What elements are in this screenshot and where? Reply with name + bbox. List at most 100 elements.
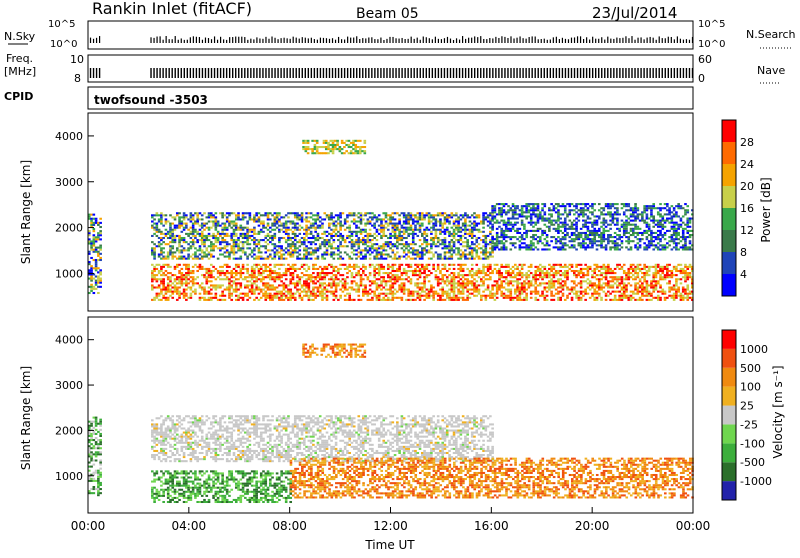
power-cell <box>680 207 683 209</box>
power-cell <box>287 216 290 218</box>
power-cell <box>221 270 224 272</box>
power-cell <box>666 246 669 248</box>
power-cell <box>194 289 197 291</box>
power-cell <box>233 241 236 243</box>
power-cell <box>196 249 199 251</box>
power-cell <box>462 245 465 247</box>
power-cell <box>305 247 308 249</box>
power-cell <box>305 274 308 276</box>
power-cell <box>308 295 311 297</box>
power-cell <box>269 256 272 258</box>
power-cell <box>532 213 535 215</box>
power-cell <box>643 209 646 211</box>
power-cell <box>185 276 188 278</box>
power-cell <box>276 295 279 297</box>
power-cell <box>485 235 488 237</box>
power-cell <box>382 297 385 299</box>
power-cell <box>280 247 283 249</box>
power-cell <box>432 256 435 258</box>
power-cell <box>317 225 320 227</box>
power-cell <box>339 258 342 260</box>
power-cell <box>337 258 340 260</box>
power-cell <box>575 207 578 209</box>
power-cell <box>405 245 408 247</box>
power-cell <box>430 214 433 216</box>
power-cell <box>485 243 488 245</box>
power-cell <box>258 299 261 301</box>
power-cell <box>305 282 308 284</box>
power-cell <box>573 238 576 240</box>
power-cell <box>630 246 633 248</box>
power-cell <box>650 244 653 246</box>
power-cell <box>181 223 184 225</box>
power-cell <box>217 241 220 243</box>
power-cell <box>303 256 306 258</box>
power-cell <box>176 276 179 278</box>
power-cell <box>516 218 519 220</box>
power-cell <box>267 295 270 297</box>
power-cell <box>333 284 336 286</box>
power-cell <box>215 212 218 214</box>
power-cell <box>573 244 576 246</box>
power-cell <box>407 251 410 253</box>
power-cell <box>448 251 451 253</box>
power-cell <box>151 253 154 255</box>
power-cell <box>475 295 478 297</box>
power-cell <box>584 205 587 207</box>
power-cell <box>242 266 245 268</box>
power-cell <box>466 239 469 241</box>
power-cell <box>600 244 603 246</box>
power-cell <box>462 216 465 218</box>
power-cell <box>523 215 526 217</box>
power-cell <box>632 232 635 234</box>
power-cell <box>317 276 320 278</box>
power-cell <box>677 226 680 228</box>
power-cell <box>357 247 360 249</box>
power-cell <box>414 251 417 253</box>
power-cell <box>344 286 347 288</box>
power-cell <box>215 289 218 291</box>
power-cell <box>555 203 558 205</box>
power-cell <box>303 264 306 266</box>
power-cell <box>494 218 497 220</box>
power-cell <box>230 293 233 295</box>
power-cell <box>199 268 202 270</box>
power-cell <box>634 246 637 248</box>
power-cell <box>505 224 508 226</box>
power-cell <box>314 293 317 295</box>
power-cell <box>582 207 585 209</box>
power-cell <box>580 203 583 205</box>
power-cell <box>441 241 444 243</box>
power-cell <box>485 241 488 243</box>
power-cell <box>351 251 354 253</box>
power-cell <box>639 213 642 215</box>
power-cell <box>357 299 360 301</box>
power-cell <box>373 280 376 282</box>
power-cell <box>298 241 301 243</box>
power-cell <box>278 299 281 301</box>
power-cell <box>228 282 231 284</box>
power-cell <box>446 251 449 253</box>
power-cell <box>453 286 456 288</box>
power-cell <box>276 286 279 288</box>
power-cell <box>435 218 438 220</box>
power-cell <box>278 274 281 276</box>
power-cell <box>455 282 458 284</box>
power-cell <box>205 237 208 239</box>
power-cell <box>421 235 424 237</box>
power-cell <box>181 274 184 276</box>
power-cell <box>421 251 424 253</box>
power-cell <box>305 258 308 260</box>
power-cell <box>351 245 354 247</box>
power-cell <box>285 225 288 227</box>
power-cell <box>369 247 372 249</box>
power-cell <box>385 272 388 274</box>
power-cell <box>253 241 256 243</box>
power-cell <box>165 235 168 237</box>
power-cell <box>378 272 381 274</box>
power-cell <box>496 293 499 295</box>
power-cell <box>648 240 651 242</box>
power-cell <box>503 276 506 278</box>
power-cell <box>614 207 617 209</box>
power-cell <box>457 282 460 284</box>
